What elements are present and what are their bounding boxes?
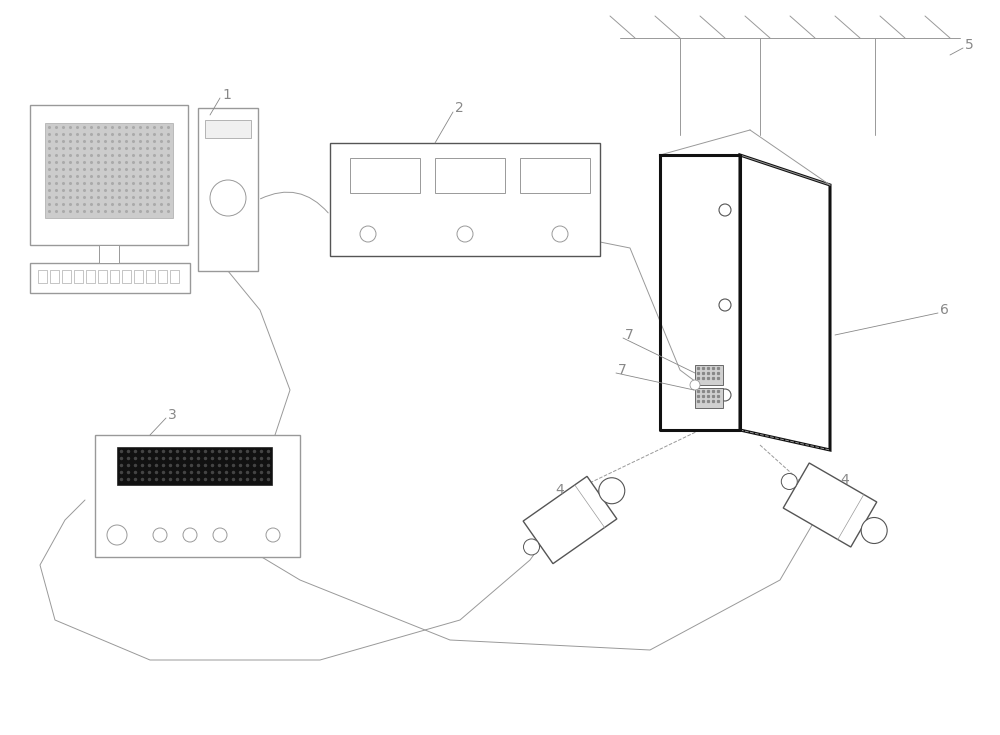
Text: 4: 4 bbox=[840, 473, 849, 487]
Polygon shape bbox=[783, 463, 877, 547]
Circle shape bbox=[153, 528, 167, 542]
Bar bbox=[98, 270, 107, 283]
Text: 7: 7 bbox=[618, 363, 627, 377]
Bar bbox=[205, 120, 251, 138]
Circle shape bbox=[210, 180, 246, 216]
Bar bbox=[50, 270, 59, 283]
Bar bbox=[95, 435, 300, 557]
Circle shape bbox=[266, 528, 280, 542]
Bar bbox=[117, 447, 272, 485]
Bar bbox=[30, 105, 188, 245]
Text: 3: 3 bbox=[168, 408, 177, 422]
Text: 5: 5 bbox=[965, 38, 974, 52]
Bar bbox=[30, 263, 190, 293]
Bar bbox=[45, 123, 173, 218]
Circle shape bbox=[861, 517, 887, 543]
Circle shape bbox=[107, 525, 127, 545]
Bar bbox=[695, 388, 723, 408]
Circle shape bbox=[523, 539, 539, 555]
Circle shape bbox=[552, 226, 568, 242]
Bar bbox=[170, 270, 179, 283]
Bar bbox=[122, 270, 131, 283]
Circle shape bbox=[183, 528, 197, 542]
Circle shape bbox=[599, 478, 625, 503]
Circle shape bbox=[457, 226, 473, 242]
Text: 1: 1 bbox=[222, 88, 231, 102]
Bar bbox=[74, 270, 83, 283]
Polygon shape bbox=[740, 155, 830, 450]
Bar bbox=[158, 270, 167, 283]
Circle shape bbox=[213, 528, 227, 542]
Bar bbox=[110, 270, 119, 283]
Circle shape bbox=[719, 389, 731, 401]
Text: 4: 4 bbox=[555, 483, 564, 497]
Bar bbox=[695, 365, 723, 385]
Text: 6: 6 bbox=[940, 303, 949, 317]
Text: 2: 2 bbox=[455, 101, 464, 115]
Bar bbox=[350, 158, 420, 193]
Bar bbox=[86, 270, 95, 283]
Text: 7: 7 bbox=[625, 328, 634, 342]
Circle shape bbox=[360, 226, 376, 242]
Bar bbox=[435, 158, 505, 193]
Bar bbox=[99, 245, 119, 263]
Polygon shape bbox=[523, 476, 617, 564]
Bar bbox=[198, 108, 258, 271]
Circle shape bbox=[719, 299, 731, 311]
Circle shape bbox=[781, 473, 797, 490]
Bar bbox=[520, 158, 590, 193]
Bar bbox=[38, 270, 47, 283]
Bar bbox=[134, 270, 143, 283]
Bar bbox=[62, 270, 71, 283]
Bar bbox=[146, 270, 155, 283]
Bar bbox=[330, 143, 600, 256]
Circle shape bbox=[690, 380, 700, 390]
Circle shape bbox=[719, 204, 731, 216]
